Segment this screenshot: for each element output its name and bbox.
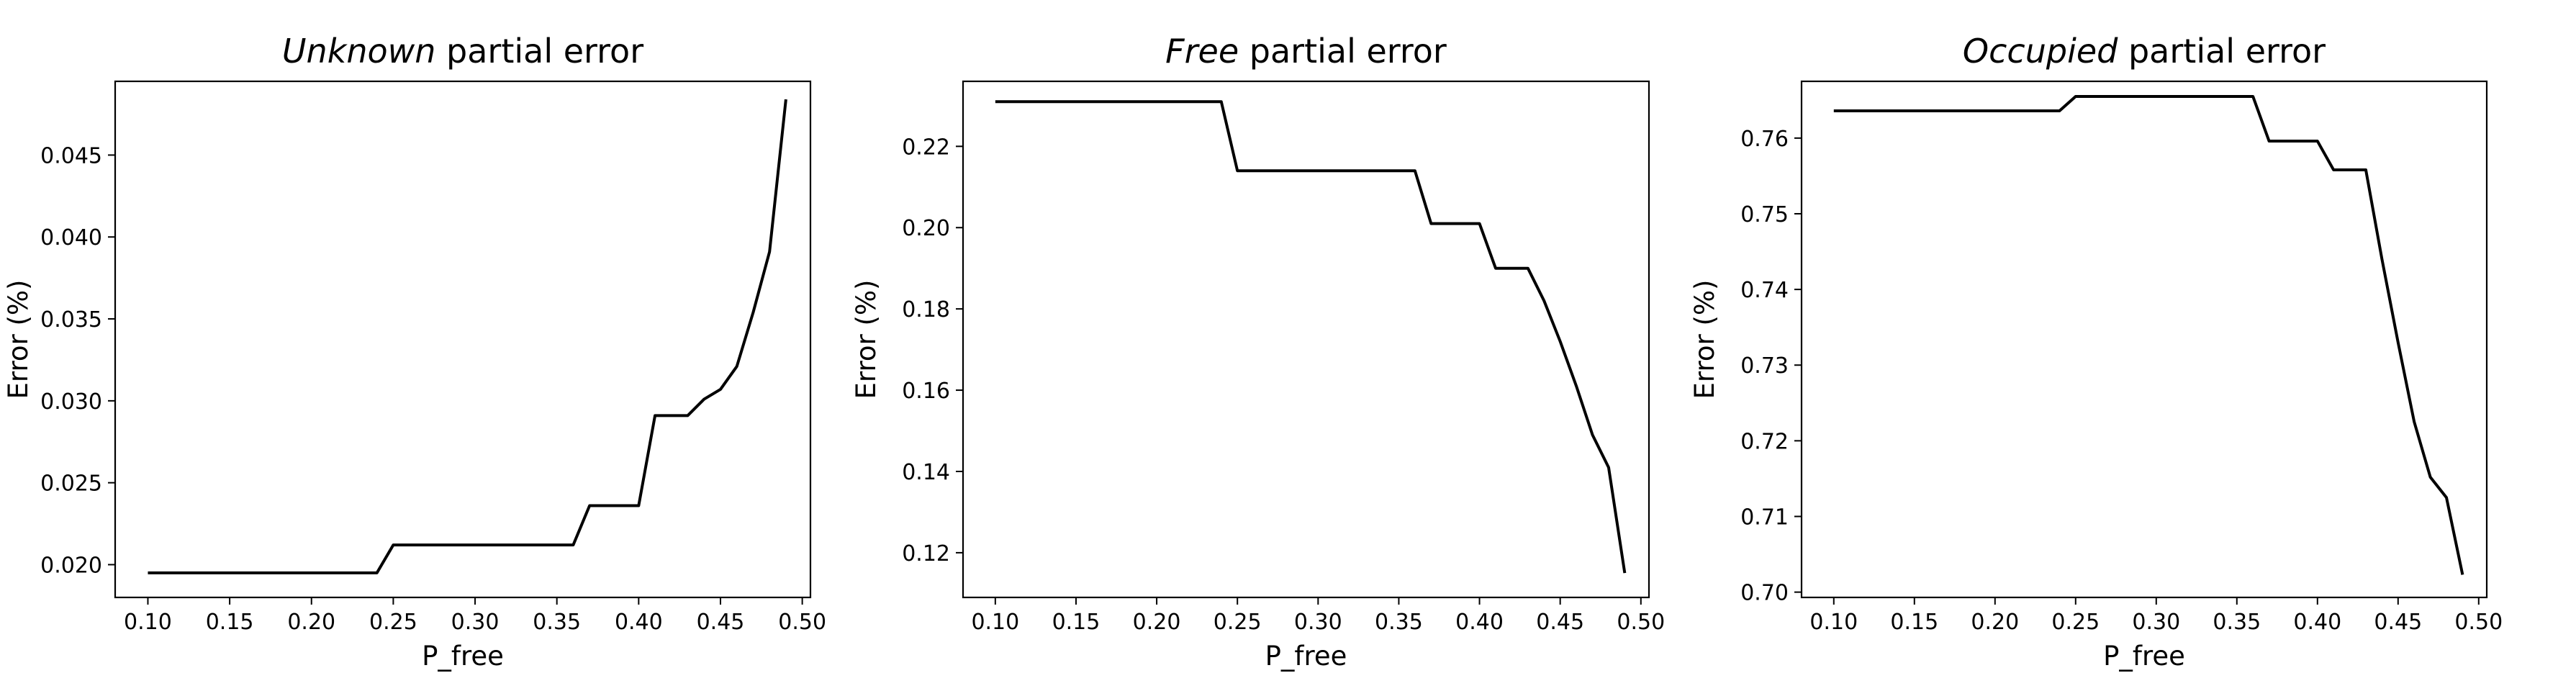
chart-2-x-tick-label: 0.10 <box>971 610 1019 635</box>
chart-1-x-tick-label: 0.15 <box>206 610 254 635</box>
chart-3: Occupied partial error 0.10 0.15 0.20 0.25 0.… <box>1689 32 2503 672</box>
chart-3-x-tick-label: 0.45 <box>2374 610 2422 635</box>
chart-3-y-tick-label: 0.73 <box>1740 353 1789 379</box>
chart-3-x-tick-label: 0.10 <box>1809 610 1858 635</box>
chart-1-y-tick-label: 0.045 <box>40 143 102 168</box>
chart-2-x-tick-label: 0.20 <box>1133 610 1181 635</box>
chart-3-x-tick-label: 0.25 <box>2051 610 2100 635</box>
chart-1-series-line <box>148 99 787 574</box>
chart-2-x-tick-label: 0.30 <box>1294 610 1342 635</box>
chart-3-title-rest: partial error <box>2118 32 2326 71</box>
chart-3-y-tick-label: 0.75 <box>1740 202 1789 227</box>
chart-1-x-axis-label: P_free <box>422 641 504 672</box>
chart-1-x-tick-label: 0.45 <box>697 610 745 635</box>
chart-1-x-tick-label: 0.10 <box>124 610 172 635</box>
chart-3-x-axis-label: P_free <box>2103 641 2185 672</box>
chart-3-title: Occupied partial error <box>1963 32 2326 71</box>
chart-1-y-tick-label: 0.040 <box>40 225 102 250</box>
chart-2-series-line <box>995 100 1627 574</box>
chart-1-x-tick-label: 0.50 <box>778 610 826 635</box>
chart-2-title-rest: partial error <box>1239 32 1447 71</box>
chart-1-title-emphasis: Unknown <box>282 32 436 71</box>
chart-2-title-emphasis: Free <box>1165 32 1239 71</box>
chart-2-x-tick-label: 0.15 <box>1052 610 1101 635</box>
chart-1-y-tick-label: 0.020 <box>40 553 102 578</box>
chart-2-y-tick-label: 0.20 <box>902 216 950 241</box>
chart-1-y-tick-label: 0.035 <box>40 307 102 333</box>
chart-1-y-axis-label: Error (%) <box>3 280 34 399</box>
chart-1-x-tick-label: 0.25 <box>369 610 417 635</box>
chart-3-y-tick-label: 0.71 <box>1740 505 1789 530</box>
chart-2-y-axis-label: Error (%) <box>851 280 882 399</box>
chart-3-x-tick-label: 0.50 <box>2454 610 2503 635</box>
chart-3-x-tick-label: 0.30 <box>2132 610 2180 635</box>
chart-1-y-tick-label: 0.030 <box>40 389 102 415</box>
chart-2-title: Free partial error <box>1165 32 1447 71</box>
chart-2-x-tick-label: 0.45 <box>1536 610 1584 635</box>
chart-2-x-tick-label: 0.25 <box>1214 610 1262 635</box>
chart-2-y-tick-label: 0.22 <box>902 135 950 160</box>
chart-2-x-tick-label: 0.50 <box>1617 610 1665 635</box>
chart-1-x-tick-label: 0.40 <box>615 610 663 635</box>
chart-2: Free partial error 0.10 0.15 0.20 0.25 0.30 0.… <box>851 32 1665 672</box>
chart-1-title-rest: partial error <box>435 32 643 71</box>
chart-3-series-line <box>1833 95 2464 575</box>
chart-1: Unknown partial error 0.10 0.15 0.20 0.25 0.3… <box>3 32 826 672</box>
chart-3-y-tick-label: 0.76 <box>1740 127 1789 152</box>
chart-1-x-tick-label: 0.35 <box>533 610 581 635</box>
chart-1-title: Unknown partial error <box>282 32 643 71</box>
chart-3-x-tick-label: 0.40 <box>2293 610 2341 635</box>
chart-1-y-tick-label: 0.025 <box>40 471 102 497</box>
chart-2-y-tick-label: 0.14 <box>902 460 950 485</box>
chart-1-x-tick-label: 0.30 <box>451 610 500 635</box>
chart-3-y-tick-label: 0.74 <box>1740 278 1789 303</box>
chart-3-x-tick-label: 0.15 <box>1890 610 1938 635</box>
chart-3-title-emphasis: Occupied <box>1963 32 2118 71</box>
chart-3-axes-frame <box>1800 80 2488 599</box>
chart-2-y-tick-label: 0.16 <box>902 379 950 404</box>
chart-1-x-tick-label: 0.20 <box>287 610 335 635</box>
chart-2-y-tick-label: 0.18 <box>902 297 950 322</box>
chart-3-y-tick-label: 0.72 <box>1740 429 1789 454</box>
chart-3-y-tick-label: 0.70 <box>1740 581 1789 606</box>
chart-3-y-axis-label: Error (%) <box>1689 280 1720 399</box>
chart-1-axes-frame <box>114 80 812 599</box>
chart-2-x-axis-label: P_free <box>1265 641 1347 672</box>
chart-3-x-tick-label: 0.20 <box>1971 610 2019 635</box>
chart-3-x-tick-label: 0.35 <box>2213 610 2261 635</box>
chart-2-x-tick-label: 0.40 <box>1455 610 1504 635</box>
chart-2-axes-frame <box>962 80 1650 599</box>
chart-2-y-tick-label: 0.12 <box>902 541 950 566</box>
chart-2-x-tick-label: 0.35 <box>1375 610 1423 635</box>
